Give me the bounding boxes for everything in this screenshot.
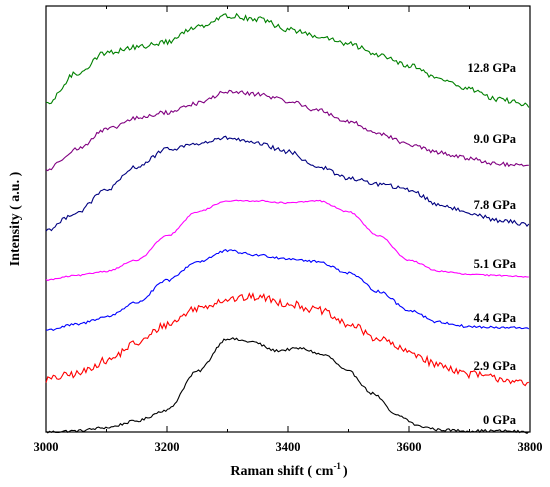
series-label: 9.0 GPa xyxy=(474,132,517,146)
plot-frame xyxy=(45,5,531,433)
series-label-layer: 0 GPa 2.9 GPa 4.4 GPa 5.1 GPa 7.8 GPa 9.0 GPa… xyxy=(467,61,516,427)
series-label: 0 GPa xyxy=(483,413,517,427)
series-label: 2.9 GPa xyxy=(474,359,517,373)
series-line-7-8-gpa xyxy=(45,135,530,232)
series-layer xyxy=(45,12,530,434)
x-tick-label: 3400 xyxy=(276,440,301,454)
series-label: 7.8 GPa xyxy=(474,198,517,212)
series-label: 5.1 GPa xyxy=(474,257,517,271)
x-axis-ticks: 3000 3200 3400 3600 3800 xyxy=(34,6,543,454)
series-line-2-9-gpa xyxy=(45,292,529,387)
series-label: 12.8 GPa xyxy=(467,61,516,75)
series-label: 4.4 GPa xyxy=(474,311,517,325)
x-tick-label: 3000 xyxy=(34,440,59,454)
x-tick-label: 3800 xyxy=(518,440,543,454)
x-tick-label: 3200 xyxy=(155,440,180,454)
series-line-9-0-gpa xyxy=(45,89,529,172)
series-line-5-1-gpa xyxy=(45,199,529,282)
y-axis-title: Intensity ( a.u. ) xyxy=(8,171,23,266)
series-line-12-8-gpa xyxy=(45,12,530,108)
x-axis-title: Raman shift ( cm-1) xyxy=(230,461,348,479)
series-line-4-4-gpa xyxy=(46,249,530,331)
series-line-0-gpa xyxy=(45,337,530,434)
x-tick-label: 3600 xyxy=(397,440,422,454)
